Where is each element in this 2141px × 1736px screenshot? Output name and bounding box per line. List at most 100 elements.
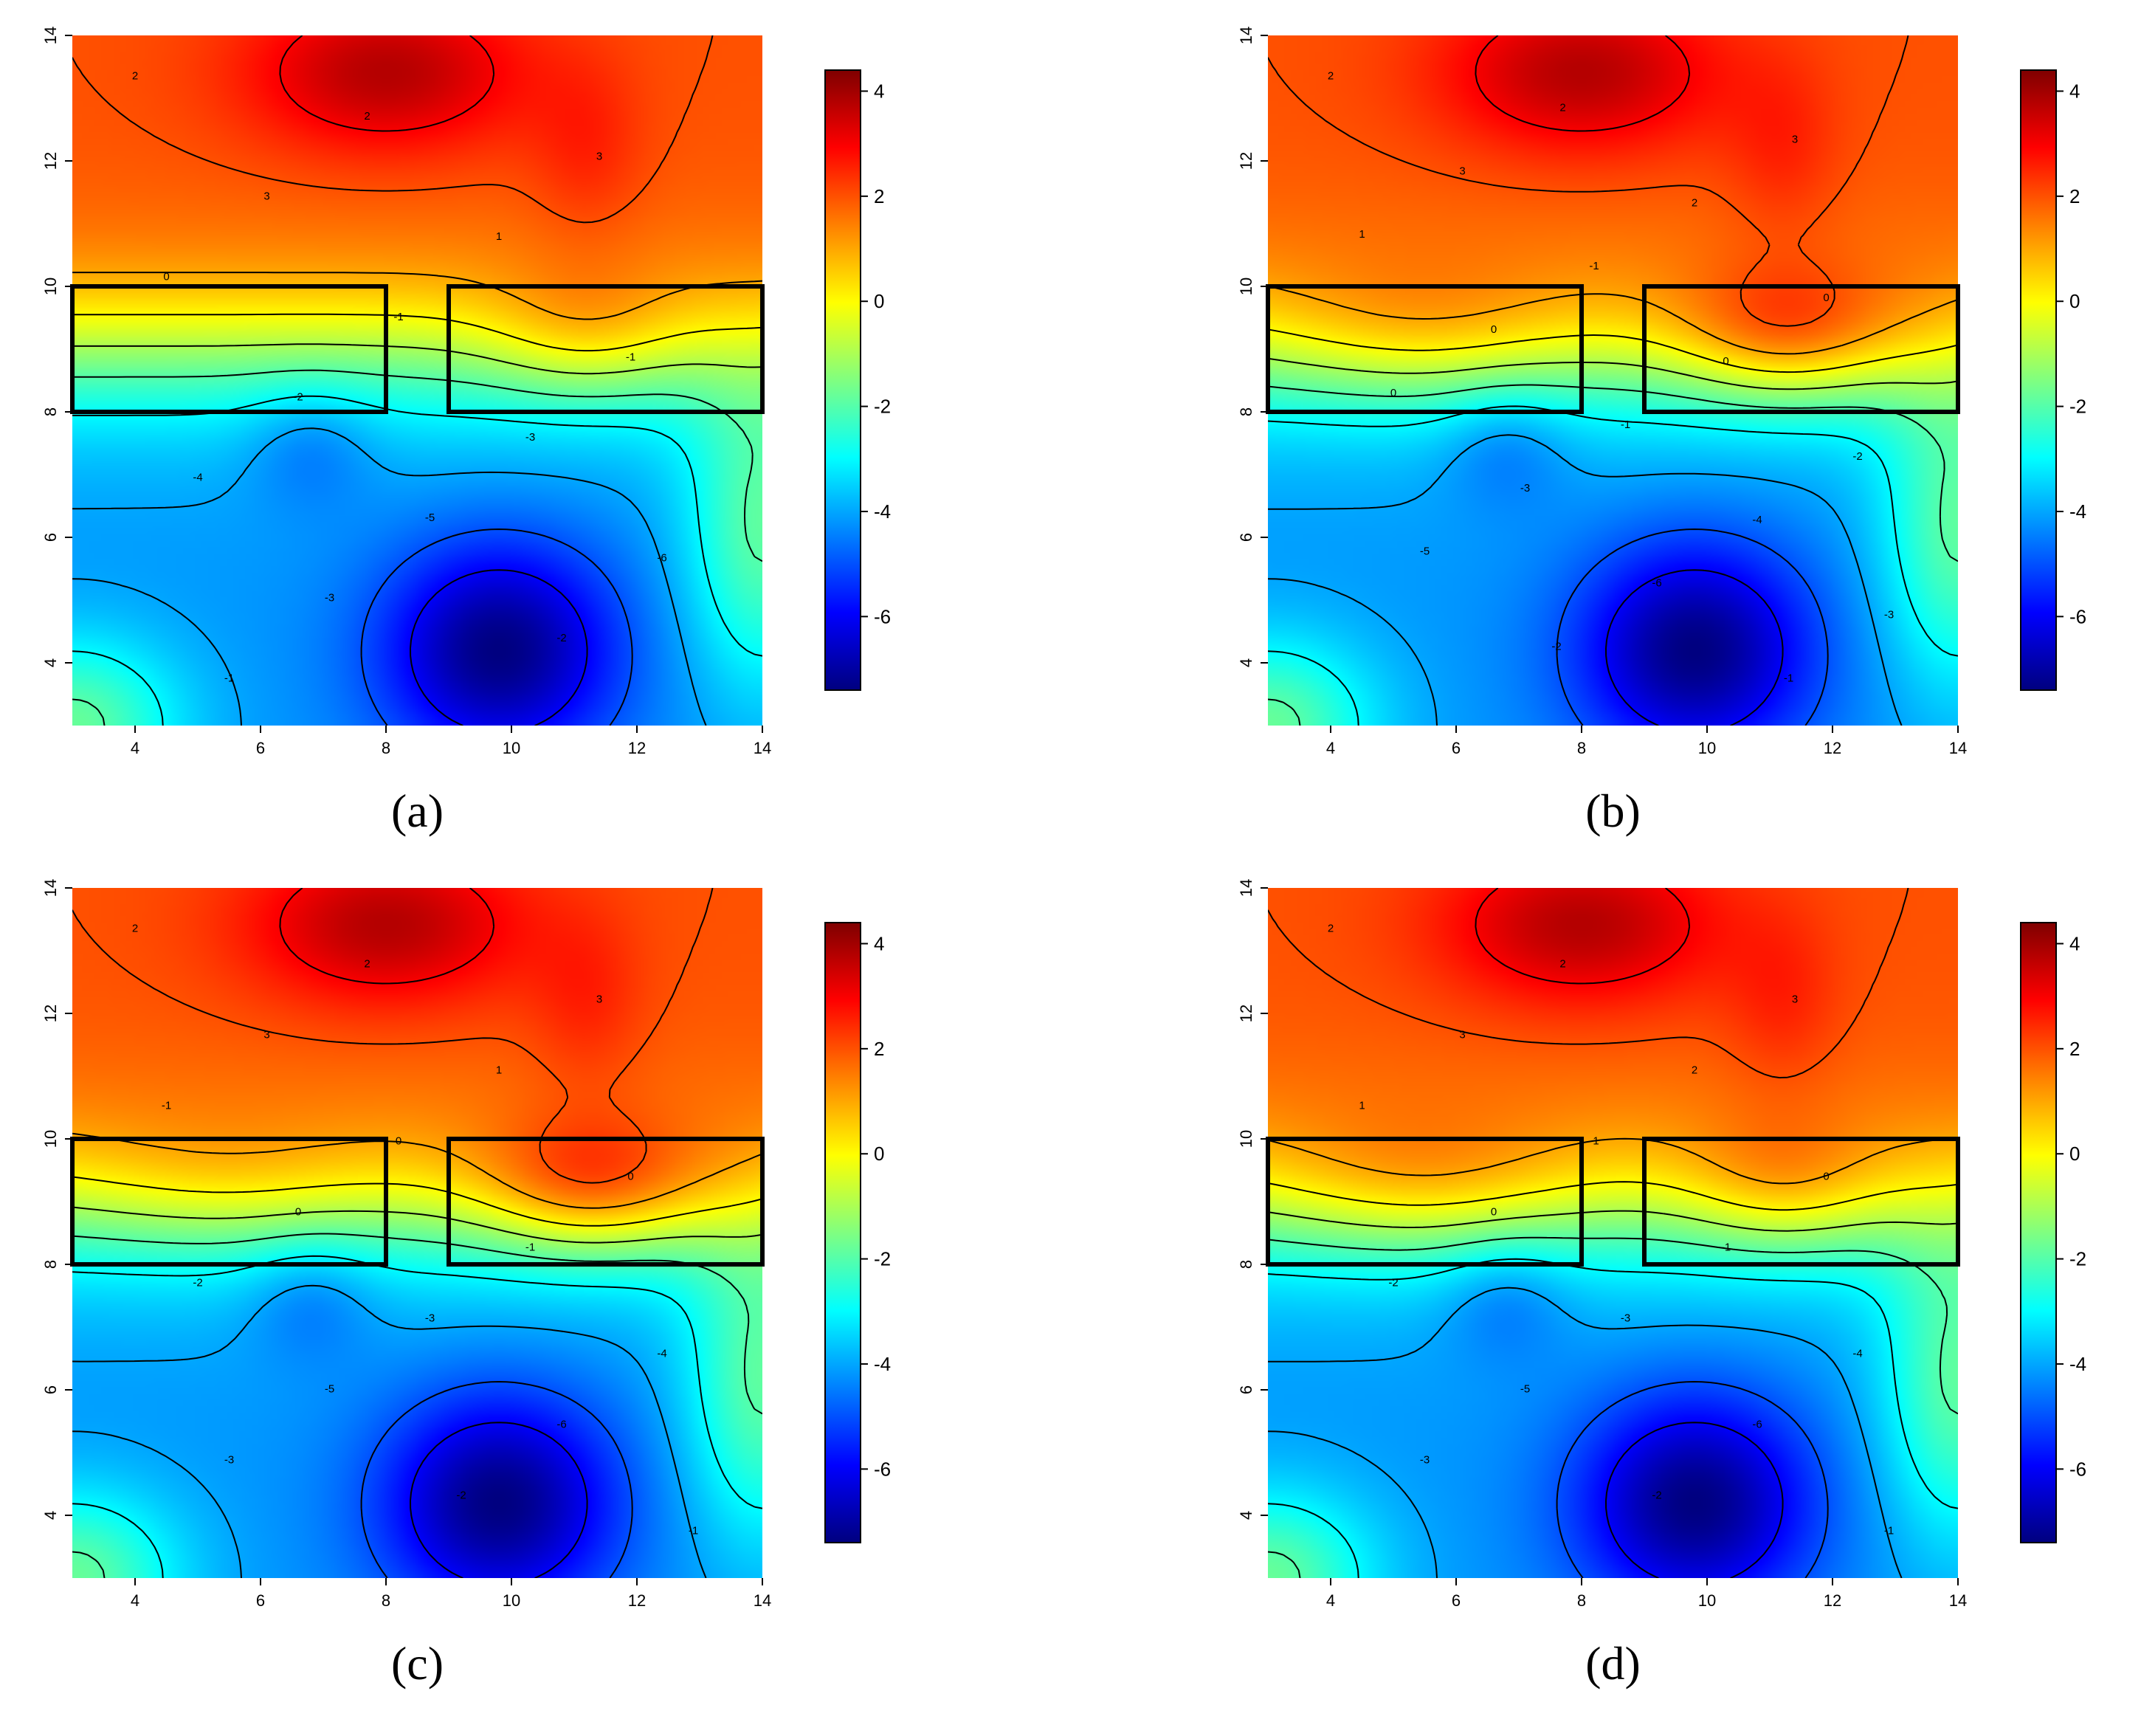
contour-label: -1 (1721, 1241, 1731, 1254)
x-tick-label: 4 (131, 739, 139, 757)
x-tick-label: 10 (1698, 1591, 1716, 1610)
colorbar-tick-label: 0 (874, 1143, 884, 1165)
contour-lines (72, 888, 762, 1578)
y-tick-label: 4 (1237, 658, 1255, 667)
colorbar-tick-label: -6 (874, 605, 891, 627)
contour-label: -4 (1752, 514, 1762, 526)
contour-level-3 (279, 35, 495, 132)
contour-level-1 (1268, 285, 1958, 355)
colorbar-tick-label: 0 (874, 290, 884, 312)
zone-box-1 (1266, 1137, 1584, 1267)
contour-level-3 (1475, 888, 1691, 985)
contour-label: -2 (456, 1489, 466, 1502)
contour-label: 0 (1390, 387, 1396, 399)
contour-label: 2 (132, 923, 138, 935)
contour-label: 2 (1328, 923, 1334, 935)
contour-level-0 (72, 313, 762, 352)
y-tick-label: 6 (1237, 1385, 1255, 1394)
y-tick-label: 12 (41, 1005, 60, 1022)
contour-label: -3 (525, 431, 535, 444)
contour-label: -4 (657, 1348, 666, 1360)
colorbar: 4 2 0 -2 -4 -6 (2020, 922, 2086, 1543)
colorbar-tick-label: 2 (874, 1038, 884, 1060)
contour-label: -5 (425, 512, 435, 524)
contour-level--2 (72, 369, 762, 726)
panel-c: 2 2 3 3 1 -1 0 0 0 -1 -2 -3 -4 -5 -6 -3 -2 -1 4 6 8 10 12 14 4 6 8… (41, 879, 891, 1690)
x-tick-label: 8 (1577, 739, 1586, 757)
x-tick-label: 12 (628, 739, 646, 757)
contour-label: 3 (1792, 993, 1798, 1006)
contour-label: -1 (1784, 672, 1793, 685)
contour-level-0 (72, 1176, 762, 1227)
x-tick-label: 6 (1452, 1591, 1461, 1610)
zone-box-2 (1642, 284, 1960, 414)
contour-label: 1 (1359, 1100, 1365, 1112)
contour-label: -4 (193, 472, 202, 484)
contour-label: 3 (596, 150, 602, 162)
x-tick-label: 14 (754, 1591, 771, 1610)
contour-label: 3 (1459, 165, 1465, 177)
contour-label: 0 (1491, 1206, 1497, 1219)
zone-box-1 (70, 284, 388, 414)
y-tick-label: 8 (1237, 407, 1255, 416)
contour-label: -6 (1752, 1419, 1762, 1431)
contour-label: -1 (162, 1100, 171, 1112)
panel-caption: (a) (391, 785, 444, 837)
x-tick-label: 8 (382, 1591, 390, 1610)
contour-label: -1 (1621, 418, 1630, 431)
y-tick-label: 14 (41, 27, 60, 44)
contour-label: 2 (1559, 101, 1565, 114)
colorbar-tick-label: 4 (874, 932, 884, 954)
contour-level--6 (410, 569, 588, 726)
contour-level-1 (1268, 1137, 1958, 1185)
colorbar-tick-label: 2 (874, 185, 884, 207)
panel-d: 2 2 3 3 2 1 -1 0 0 -1 -2 -3 -4 -5 -6 -3 -2 -1 4 6 8 10 12 14 4 6 8… (1237, 879, 2086, 1690)
contour-label: -5 (1520, 1383, 1530, 1396)
x-tick-label: 6 (1452, 739, 1461, 757)
panel-caption: (d) (1585, 1637, 1641, 1690)
contour-label: -3 (1420, 1454, 1430, 1467)
y-tick-label: 14 (41, 879, 60, 897)
contour-label: -2 (1852, 450, 1862, 463)
contour-level-1 (72, 272, 762, 320)
contour-label: -1 (626, 351, 635, 363)
contour-label: -5 (1420, 545, 1430, 558)
contour-label: 2 (364, 110, 370, 123)
x-tick-label: 14 (754, 739, 771, 757)
contour-label: 0 (295, 1206, 301, 1219)
y-tick-label: 12 (1237, 1005, 1255, 1022)
contour-label: -2 (1652, 1489, 1661, 1502)
contour-label: -3 (425, 1312, 435, 1325)
colorbar-tick-label: -2 (2069, 1248, 2086, 1270)
contour-level--3 (72, 1255, 762, 1578)
x-tick-label: 10 (503, 1591, 520, 1610)
colorbar-tick-label: -2 (874, 1248, 891, 1270)
panel-caption: (b) (1585, 785, 1641, 837)
contour-level-2 (1268, 888, 1909, 1079)
heatmap-raster (72, 888, 762, 1578)
x-tick-label: 4 (1326, 1591, 1335, 1610)
contour-level-3 (1475, 35, 1691, 132)
colorbar-tick-label: -4 (2069, 500, 2086, 523)
contour-label: -6 (657, 551, 666, 564)
panel-b: 2 2 3 3 2 1 -1 0 0 0 0 -1 -2 -3 -4 -5 -6 -3 -2 -1 4 6 8 10 12 14 4… (1237, 27, 2086, 837)
contour-label: -1 (393, 311, 403, 323)
zone-box-2 (1642, 1137, 1960, 1267)
y-tick-label: 10 (1237, 278, 1255, 295)
contour-label: 3 (1459, 1029, 1465, 1041)
y-tick-label: 6 (41, 533, 60, 542)
y-tick-label: 12 (41, 152, 60, 170)
y-tick-label: 14 (1237, 27, 1255, 44)
y-tick-label: 6 (41, 1385, 60, 1394)
colorbar-tick-label: -2 (874, 396, 891, 418)
x-tick-label: 10 (1698, 739, 1716, 757)
contour-label: -1 (224, 672, 234, 685)
x-tick-label: 12 (628, 1591, 646, 1610)
y-tick-label: 8 (1237, 1260, 1255, 1269)
contour-label: 2 (1559, 958, 1565, 971)
contour-lines (1268, 35, 1958, 726)
contour-label: -3 (325, 592, 334, 604)
x-tick-label: 4 (131, 1591, 139, 1610)
